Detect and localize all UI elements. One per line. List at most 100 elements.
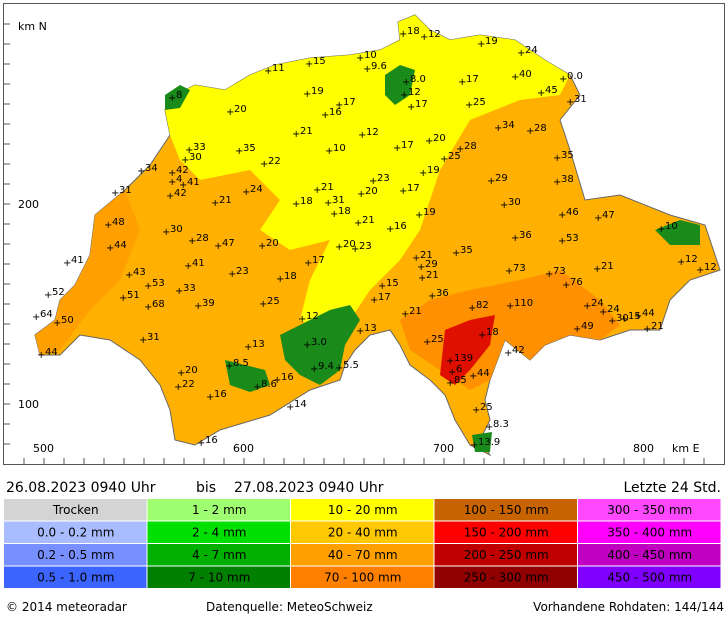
station-cross: + — [458, 77, 466, 88]
station-cross: + — [356, 53, 364, 64]
station-cross: + — [506, 301, 514, 312]
station-cross: + — [583, 301, 591, 312]
station-cross: + — [351, 244, 359, 255]
station-cross: + — [104, 220, 112, 231]
orange-area — [35, 190, 140, 355]
yellow-area — [165, 15, 570, 330]
data-source: Datenquelle: MeteoSchweiz — [206, 600, 373, 614]
x-label: 500 — [33, 442, 54, 455]
legend-label: 350 - 400 mm — [607, 526, 692, 540]
station-cross: + — [53, 318, 61, 329]
station-value: 20 — [266, 238, 279, 249]
station-cross: + — [313, 185, 321, 196]
red-area — [440, 315, 495, 385]
station-cross: + — [264, 66, 272, 77]
station-value: 18 — [407, 26, 420, 37]
station-value: 10 — [364, 50, 377, 61]
station-cross: + — [400, 90, 408, 101]
station-cross: + — [303, 340, 311, 351]
station-cross: + — [335, 242, 343, 253]
station-value: 44 — [477, 368, 490, 379]
station-cross: + — [211, 198, 219, 209]
station-cross: + — [63, 258, 71, 269]
station-value: 31 — [332, 195, 345, 206]
station-value: 6 — [456, 364, 462, 375]
station-value: 23 — [236, 266, 249, 277]
station-cross: + — [32, 312, 40, 323]
station-cross: + — [276, 274, 284, 285]
legend-label: 400 - 450 mm — [607, 548, 692, 562]
green-area — [655, 220, 700, 245]
station-value: 36 — [519, 230, 532, 241]
station-cross: + — [168, 168, 176, 179]
station-cross: + — [470, 440, 478, 451]
station-value: 15 — [313, 56, 326, 67]
station-value: 13.9 — [478, 437, 500, 448]
station-value: 29 — [495, 173, 508, 184]
station-cross: + — [415, 210, 423, 221]
station-value: 24 — [525, 45, 538, 56]
station-cross: + — [304, 258, 312, 269]
station-value: 16 — [329, 107, 342, 118]
station-cross: + — [393, 143, 401, 154]
station-value: 5.5 — [343, 360, 359, 371]
station-value: 0.0 — [567, 71, 583, 82]
time-window: Letzte 24 Std. — [623, 480, 721, 496]
station-value: 30 — [616, 313, 629, 324]
station-cross: + — [399, 186, 407, 197]
station-cross: + — [179, 180, 187, 191]
legend-label: 0.0 - 0.2 mm — [37, 526, 114, 540]
legend-swatch — [291, 544, 434, 566]
station-value: 24 — [591, 298, 604, 309]
station-value: 29 — [425, 259, 438, 270]
station-cross: + — [324, 198, 332, 209]
station-cross: + — [620, 314, 628, 325]
station-value: 31 — [574, 94, 587, 105]
station-cross: + — [214, 241, 222, 252]
green-area — [385, 65, 415, 105]
station-value: 46 — [566, 207, 579, 218]
station-value: 10 — [665, 221, 678, 232]
station-cross: + — [253, 382, 261, 393]
station-cross: + — [537, 88, 545, 99]
station-value: 68 — [152, 299, 165, 310]
station-cross: + — [356, 326, 364, 337]
station-cross: + — [553, 153, 561, 164]
station-value: 19 — [485, 36, 498, 47]
x-label: 800 — [633, 442, 654, 455]
station-value: 35 — [561, 150, 574, 161]
legend-swatch — [578, 566, 721, 588]
station-cross: + — [468, 303, 476, 314]
legend-swatch — [147, 499, 290, 521]
station-value: 23 — [359, 241, 372, 252]
legend-label: 150 - 200 mm — [464, 526, 549, 540]
station-cross: + — [181, 155, 189, 166]
station-value: 50 — [61, 315, 74, 326]
station-value: 76 — [570, 277, 583, 288]
station-value: 44 — [642, 308, 655, 319]
station-value: 51 — [127, 290, 140, 301]
legend-swatch — [434, 544, 577, 566]
station-cross: + — [465, 100, 473, 111]
legend-swatch — [291, 566, 434, 588]
station-value: 16 — [214, 389, 227, 400]
station-value: 31 — [119, 185, 132, 196]
station-value: 30 — [189, 152, 202, 163]
station-value: 21 — [601, 261, 614, 272]
station-value: 20 — [234, 104, 247, 115]
station-cross: + — [325, 146, 333, 157]
station-value: 22 — [182, 379, 195, 390]
station-cross: + — [386, 224, 394, 235]
station-value: 41 — [187, 177, 200, 188]
station-cross: + — [402, 77, 410, 88]
station-value: 44 — [45, 347, 58, 358]
station-value: 22 — [268, 156, 281, 167]
station-value: 20 — [343, 239, 356, 250]
station-value: 40 — [519, 69, 532, 80]
station-value: 20 — [185, 365, 198, 376]
station-value: 85 — [454, 375, 467, 386]
station-cross: + — [469, 371, 477, 382]
station-value: 12 — [704, 262, 717, 273]
station-cross: + — [166, 191, 174, 202]
